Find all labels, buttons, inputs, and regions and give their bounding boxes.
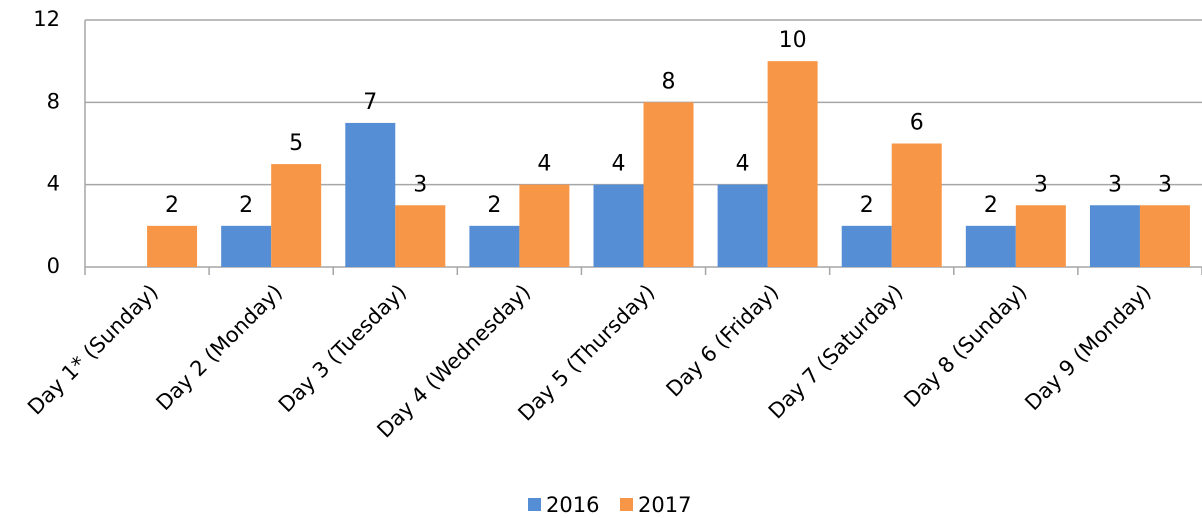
bar xyxy=(345,122,396,268)
bar xyxy=(519,184,570,267)
y-tick-label: 8 xyxy=(47,89,60,113)
legend-label: 2017 xyxy=(638,493,691,517)
data-label: 4 xyxy=(736,152,750,177)
data-label: 3 xyxy=(413,172,427,197)
data-label: 4 xyxy=(612,152,626,177)
data-label: 2 xyxy=(165,193,179,218)
data-label: 3 xyxy=(1158,172,1172,197)
bar xyxy=(643,102,694,267)
y-tick-label: 12 xyxy=(33,7,60,31)
bar xyxy=(593,184,644,267)
data-label: 10 xyxy=(779,28,807,53)
data-label: 5 xyxy=(289,131,303,156)
y-tick-label: 4 xyxy=(47,172,60,196)
data-label: 3 xyxy=(1034,172,1048,197)
bar xyxy=(891,143,942,267)
legend-swatch xyxy=(528,498,541,511)
x-tick-label: Day 5 (Thursday) xyxy=(513,280,659,426)
bar xyxy=(469,225,520,267)
x-tick-label: Day 9 (Monday) xyxy=(1020,280,1155,415)
x-tick-label: Day 8 (Sunday) xyxy=(899,280,1031,412)
bar xyxy=(767,61,818,267)
data-label: 4 xyxy=(537,152,551,177)
bar xyxy=(147,225,198,267)
data-label: 7 xyxy=(363,90,377,115)
bar xyxy=(1139,205,1190,267)
bar xyxy=(841,225,892,267)
data-label: 2 xyxy=(984,193,998,218)
bar xyxy=(271,164,322,267)
data-label: 2 xyxy=(487,193,501,218)
bar xyxy=(395,205,446,267)
y-tick-label: 0 xyxy=(47,254,60,278)
x-tick-label: Day 2 (Monday) xyxy=(152,280,287,415)
bar xyxy=(1089,205,1140,267)
data-label: 2 xyxy=(239,193,253,218)
x-tick-label: Day 7 (Saturday) xyxy=(764,280,908,424)
bar xyxy=(221,225,272,267)
x-tick-label: Day 1* (Sunday) xyxy=(23,280,163,420)
bar xyxy=(1015,205,1066,267)
legend-label: 2016 xyxy=(546,493,599,517)
data-label: 2 xyxy=(860,193,874,218)
data-label: 3 xyxy=(1108,172,1122,197)
x-tick-label: Day 3 (Tuesday) xyxy=(274,280,411,417)
data-label: 6 xyxy=(910,111,924,136)
bar xyxy=(965,225,1016,267)
x-tick-label: Day 6 (Friday) xyxy=(662,280,784,402)
legend-swatch xyxy=(620,498,633,511)
bar xyxy=(717,184,768,267)
data-label: 8 xyxy=(662,69,676,94)
